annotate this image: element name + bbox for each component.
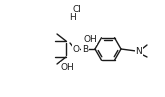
Text: O: O [72,45,80,54]
Text: OH: OH [60,62,74,71]
Text: H: H [69,13,75,22]
Text: B: B [82,45,88,54]
Text: Cl: Cl [73,4,82,13]
Text: N: N [136,48,142,56]
Text: OH: OH [83,36,97,45]
